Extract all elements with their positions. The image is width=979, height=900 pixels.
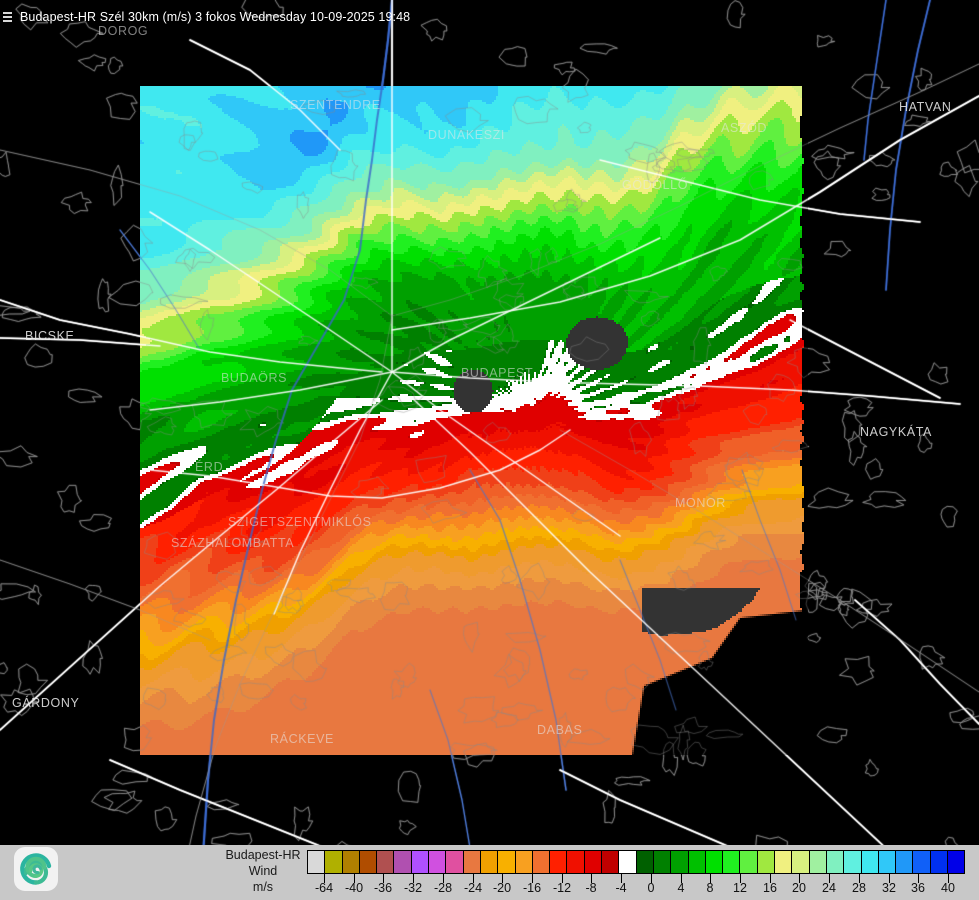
- colorbar-swatch: [411, 851, 430, 873]
- colorbar-swatch: [377, 851, 395, 873]
- legend-title: Budapest-HR Wind m/s: [222, 847, 304, 898]
- page-title: Budapest-HR Szél 30km (m/s) 3 fokos Wedn…: [20, 10, 411, 24]
- place-label: DUNAKESZI: [428, 128, 505, 142]
- colorbar-tick-label: -8: [585, 881, 597, 895]
- colorbar-swatch: [723, 851, 741, 873]
- colorbar-swatch: [602, 851, 620, 873]
- colorbar-swatch: [359, 851, 378, 873]
- colorbar-swatch: [308, 851, 326, 873]
- colorbar-swatch: [498, 851, 516, 873]
- colorbar-tick-label: -12: [552, 881, 572, 895]
- colorbar-tick-label: -36: [373, 881, 393, 895]
- colorbar-swatch: [567, 851, 585, 873]
- colorbar-swatch: [878, 851, 897, 873]
- colorbar-swatch: [896, 851, 914, 873]
- colorbar-swatches: [307, 850, 965, 874]
- colorbar-swatch: [671, 851, 689, 873]
- colorbar-tick-label: 20: [792, 881, 806, 895]
- colorbar-tick-label: 0: [647, 881, 655, 895]
- colorbar-tick-label: 36: [911, 881, 925, 895]
- colorbar-tick-label: -20: [492, 881, 512, 895]
- colorbar-tick-label: -16: [522, 881, 542, 895]
- colorbar-swatch: [757, 851, 776, 873]
- colorbar-tick-label: 4: [677, 881, 685, 895]
- colorbar-swatch: [515, 851, 533, 873]
- colorbar-swatch: [913, 851, 931, 873]
- place-label: DOROG: [98, 24, 149, 38]
- colorbar-swatch: [550, 851, 568, 873]
- place-label: BUDAÖRS: [221, 371, 288, 385]
- place-label: BUDAPEST: [461, 366, 534, 380]
- colorbar-swatch: [861, 851, 879, 873]
- place-label: GÖDÖLLŐ: [622, 178, 689, 192]
- place-label: SZÁZHALOMBATTA: [171, 536, 295, 550]
- colorbar-swatch: [809, 851, 827, 873]
- colorbar-tick-labels: -64 -40 -36 -32 -28 -24 -20 -16 -12 -8 -4 0 4 8 12 16 20…: [307, 881, 965, 899]
- colorbar-swatch: [930, 851, 948, 873]
- legend-title-line1: Budapest-HR: [225, 848, 301, 862]
- colorbar-swatch: [619, 851, 637, 873]
- legend-title-line2: Wind: [248, 864, 278, 878]
- colorbar-swatch: [636, 851, 654, 873]
- colorbar-swatch: [446, 851, 464, 873]
- colorbar-swatch: [775, 851, 793, 873]
- place-label: RÁCKEVE: [270, 732, 334, 746]
- place-label: NAGYKÁTA: [860, 425, 932, 439]
- colorbar-swatch: [653, 851, 672, 873]
- colorbar-tick-label: -4: [615, 881, 627, 895]
- colorbar-swatch: [826, 851, 845, 873]
- radar-velocity-raster: [140, 86, 808, 755]
- colorbar-swatch: [688, 851, 706, 873]
- colorbar-swatch: [740, 851, 758, 873]
- colorbar-swatch: [480, 851, 499, 873]
- colorbar-tick-label: -64: [314, 881, 334, 895]
- place-label: SZIGETSZENTMIKLÓS: [228, 515, 372, 529]
- colorbar-swatch: [584, 851, 603, 873]
- colorbar-swatch: [325, 851, 343, 873]
- colorbar-swatch: [394, 851, 412, 873]
- colorbar-tick-label: 24: [822, 881, 836, 895]
- place-label: ASZÓD: [721, 121, 768, 135]
- colorbar-swatch: [705, 851, 724, 873]
- place-label: DABAS: [537, 723, 583, 737]
- colorbar-swatch: [947, 851, 965, 873]
- colorbar-legend: Budapest-HR Wind m/s -64 -40 -36 -32 -28 -24-…: [0, 845, 979, 900]
- colorbar-tick-label: -32: [403, 881, 423, 895]
- colorbar-swatch: [342, 851, 360, 873]
- place-label: BICSKE: [25, 329, 75, 343]
- colorbar-swatch: [844, 851, 862, 873]
- colorbar-tick-label: 8: [706, 881, 714, 895]
- place-label: SZENTENDRE: [290, 98, 381, 112]
- colorbar-swatch: [532, 851, 551, 873]
- colorbar-swatch: [429, 851, 447, 873]
- colorbar-tick-label: -28: [433, 881, 453, 895]
- weather-app-logo-icon[interactable]: [13, 846, 59, 892]
- colorbar-swatch: [463, 851, 481, 873]
- place-label: MONOR: [675, 496, 726, 510]
- colorbar-swatch: [792, 851, 810, 873]
- colorbar-tick-label: -24: [463, 881, 483, 895]
- legend-title-line3: m/s: [252, 880, 274, 894]
- colorbar-tick-label: 12: [733, 881, 747, 895]
- place-label: ÉRD: [195, 460, 224, 474]
- colorbar-tick-label: 40: [941, 881, 955, 895]
- radar-image: [140, 86, 808, 755]
- colorbar-tick-label: 32: [882, 881, 896, 895]
- title-bar: Budapest-HR Szél 30km (m/s) 3 fokos Wedn…: [0, 8, 979, 26]
- colorbar-tick-label: -40: [344, 881, 364, 895]
- menu-icon[interactable]: [3, 11, 14, 24]
- colorbar-tick-label: 28: [852, 881, 866, 895]
- place-label: HATVAN: [899, 100, 952, 114]
- colorbar-tick-label: 16: [763, 881, 777, 895]
- place-label: GÁRDONY: [12, 696, 80, 710]
